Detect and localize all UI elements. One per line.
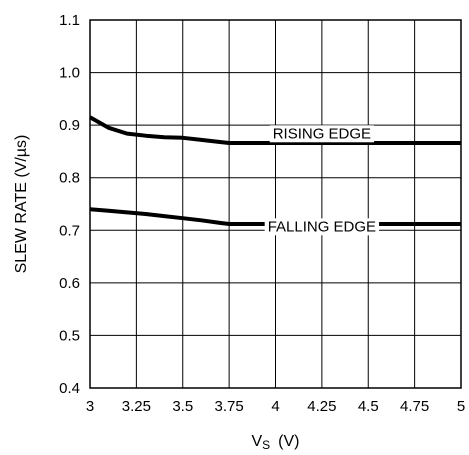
x-axis-title-unit: (V) xyxy=(278,433,299,450)
x-axis-title-symbol: V xyxy=(251,433,262,450)
series-line-rising-edge xyxy=(89,115,461,145)
x-tick-label: 3.75 xyxy=(215,398,244,415)
x-tick-label: 4.5 xyxy=(358,398,379,415)
x-tick-label: 4 xyxy=(271,398,279,415)
x-tick-label: 5 xyxy=(457,398,465,415)
x-tick-label: 3.25 xyxy=(122,398,151,415)
annotation-label: FALLING EDGE xyxy=(268,218,376,235)
x-axis-title: VS (V) xyxy=(251,433,299,452)
x-tick-label: 3.5 xyxy=(172,398,193,415)
y-tick-label: 0.4 xyxy=(59,380,80,397)
x-tick-label: 4.75 xyxy=(400,398,429,415)
plot-frame xyxy=(89,19,462,389)
x-tick-label: 4.25 xyxy=(307,398,336,415)
annotation-background xyxy=(269,125,375,143)
y-tick-labels: 0.4 0.5 0.6 0.7 0.8 0.9 1.0 1.1 xyxy=(59,12,80,397)
y-axis-title: SLEW RATE (V/µs) xyxy=(13,135,30,274)
y-tick-label: 0.8 xyxy=(59,170,80,187)
y-tick-label: 0.7 xyxy=(59,222,80,239)
y-tick-label: 0.9 xyxy=(59,117,80,134)
y-tick-label: 1.1 xyxy=(59,12,80,29)
annotation-label: RISING EDGE xyxy=(273,125,371,142)
grid-lines xyxy=(89,19,462,389)
y-tick-label: 0.6 xyxy=(59,275,80,292)
y-tick-label: 1.0 xyxy=(59,65,80,82)
y-tick-label: 0.5 xyxy=(59,327,80,344)
x-axis-title-subscript: S xyxy=(262,438,270,452)
x-tick-label: 3 xyxy=(86,398,94,415)
annotation-layer: RISING EDGE FALLING EDGE xyxy=(264,125,380,236)
annotation-background xyxy=(264,218,380,236)
x-tick-labels: 3 3.25 3.5 3.75 4 4.25 4.5 4.75 5 xyxy=(86,398,465,415)
